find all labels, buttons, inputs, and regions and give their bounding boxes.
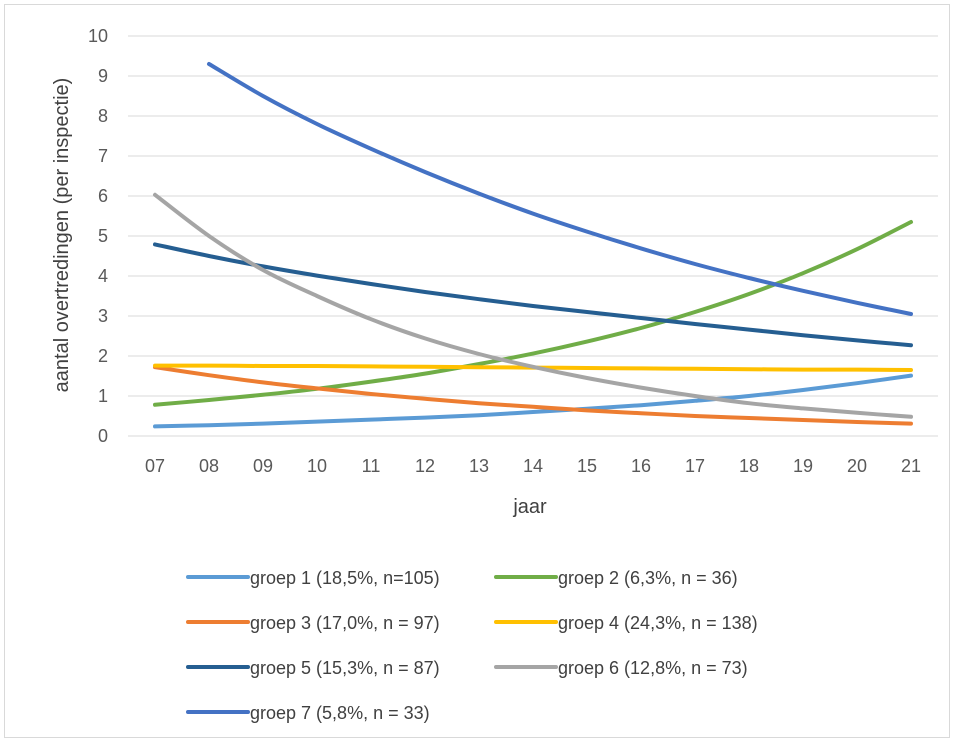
x-tick-label: 19 xyxy=(793,456,813,476)
y-tick-label: 8 xyxy=(98,106,108,126)
series-lines xyxy=(153,62,913,429)
x-tick-label: 15 xyxy=(577,456,597,476)
y-tick-label: 3 xyxy=(98,306,108,326)
x-axis-title: jaar xyxy=(512,496,547,518)
series-line-groep-1 xyxy=(153,373,913,429)
y-tick-label: 5 xyxy=(98,226,108,246)
y-tick-label: 2 xyxy=(98,346,108,366)
legend-label: groep 3 (17,0%, n = 97) xyxy=(250,613,440,633)
legend-item: groep 5 (15,3%, n = 87) xyxy=(186,658,440,678)
y-tick-label: 1 xyxy=(98,386,108,406)
x-tick-label: 18 xyxy=(739,456,759,476)
x-tick-label: 07 xyxy=(145,456,165,476)
y-tick-label: 4 xyxy=(98,266,108,286)
legend-item: groep 2 (6,3%, n = 36) xyxy=(494,568,738,588)
x-tick-label: 09 xyxy=(253,456,273,476)
legend-item: groep 4 (24,3%, n = 138) xyxy=(494,613,758,633)
legend: groep 1 (18,5%, n=105) groep 2 (6,3%, n =… xyxy=(186,568,758,723)
series-line-groep-5 xyxy=(153,242,913,348)
legend-item: groep 1 (18,5%, n=105) xyxy=(186,568,440,588)
x-tick-label: 16 xyxy=(631,456,651,476)
y-tick-label: 9 xyxy=(98,66,108,86)
legend-label: groep 7 (5,8%, n = 33) xyxy=(250,703,430,723)
x-tick-label: 14 xyxy=(523,456,543,476)
legend-item: groep 6 (12,8%, n = 73) xyxy=(494,658,748,678)
y-axis-title: aantal overtredingen (per inspectie) xyxy=(51,78,73,393)
legend-item: groep 3 (17,0%, n = 97) xyxy=(186,613,440,633)
y-tick-label: 0 xyxy=(98,426,108,446)
legend-label: groep 1 (18,5%, n=105) xyxy=(250,568,440,588)
legend-label: groep 2 (6,3%, n = 36) xyxy=(558,568,738,588)
legend-item: groep 7 (5,8%, n = 33) xyxy=(186,703,430,723)
x-tick-label: 21 xyxy=(901,456,921,476)
legend-label: groep 4 (24,3%, n = 138) xyxy=(558,613,758,633)
x-axis-tick-labels: 07 08 09 10 11 12 13 14 15 16 17 18 19 20 21 xyxy=(145,456,921,476)
y-axis-tick-labels: 0 1 2 3 4 5 6 7 8 9 10 xyxy=(88,26,108,446)
y-tick-label: 7 xyxy=(98,146,108,166)
legend-label: groep 6 (12,8%, n = 73) xyxy=(558,658,748,678)
x-tick-label: 20 xyxy=(847,456,867,476)
x-tick-label: 12 xyxy=(415,456,435,476)
y-tick-label: 10 xyxy=(88,26,108,46)
gridlines xyxy=(128,35,938,437)
legend-label: groep 5 (15,3%, n = 87) xyxy=(250,658,440,678)
chart-frame xyxy=(4,4,950,738)
series-line-groep-7 xyxy=(207,62,913,316)
series-line-groep-3 xyxy=(153,365,913,426)
series-line-groep-2 xyxy=(153,220,913,407)
x-tick-label: 08 xyxy=(199,456,219,476)
x-tick-label: 11 xyxy=(362,456,381,476)
x-tick-label: 17 xyxy=(685,456,705,476)
series-line-groep-6 xyxy=(153,192,913,419)
x-tick-label: 10 xyxy=(307,456,327,476)
y-tick-label: 6 xyxy=(98,186,108,206)
x-tick-label: 13 xyxy=(469,456,489,476)
